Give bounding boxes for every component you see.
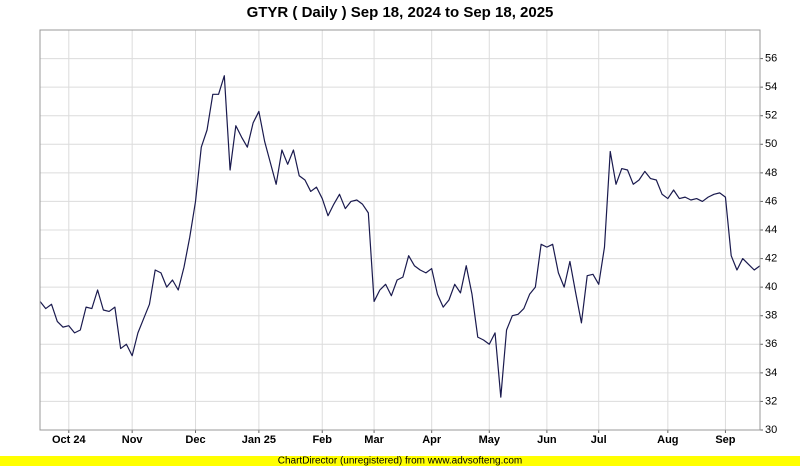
y-tick-label: 44 — [765, 224, 777, 236]
y-tick-label: 36 — [765, 338, 777, 350]
x-tick-label: Jun — [537, 434, 557, 446]
y-tick-label: 32 — [765, 395, 777, 407]
y-tick-label: 34 — [765, 367, 777, 379]
x-tick-label: Nov — [122, 434, 144, 446]
x-tick-label: Aug — [657, 434, 678, 446]
x-tick-label: Feb — [312, 434, 332, 446]
x-tick-label: Mar — [364, 434, 384, 446]
plot-border — [39, 29, 761, 431]
y-tick-label: 48 — [765, 167, 777, 179]
x-tick-label: May — [479, 434, 501, 446]
x-tick-label: Dec — [185, 434, 205, 446]
footer-bar — [0, 456, 800, 466]
x-tick-label: Sep — [715, 434, 735, 446]
price-line — [39, 75, 761, 398]
y-tick-label: 30 — [765, 424, 777, 436]
y-tick-label: 54 — [765, 81, 777, 93]
y-tick-label: 52 — [765, 110, 777, 122]
y-tick-label: 50 — [765, 138, 777, 150]
y-tick-label: 40 — [765, 281, 777, 293]
y-tick-label: 42 — [765, 252, 777, 264]
y-tick-label: 56 — [765, 52, 777, 64]
footer: ChartDirector (unregistered) from www.ad… — [278, 456, 523, 466]
x-tick-label: Jul — [591, 434, 607, 446]
x-tick-label: Oct 24 — [52, 434, 87, 446]
y-tick-label: 38 — [765, 310, 777, 322]
chart-title: GTYR ( Daily ) Sep 18, 2024 to Sep 18, 2… — [247, 4, 554, 21]
x-tick-label: Jan 25 — [242, 434, 276, 446]
x-tick-label: Apr — [422, 434, 442, 446]
y-tick-label: 46 — [765, 195, 777, 207]
